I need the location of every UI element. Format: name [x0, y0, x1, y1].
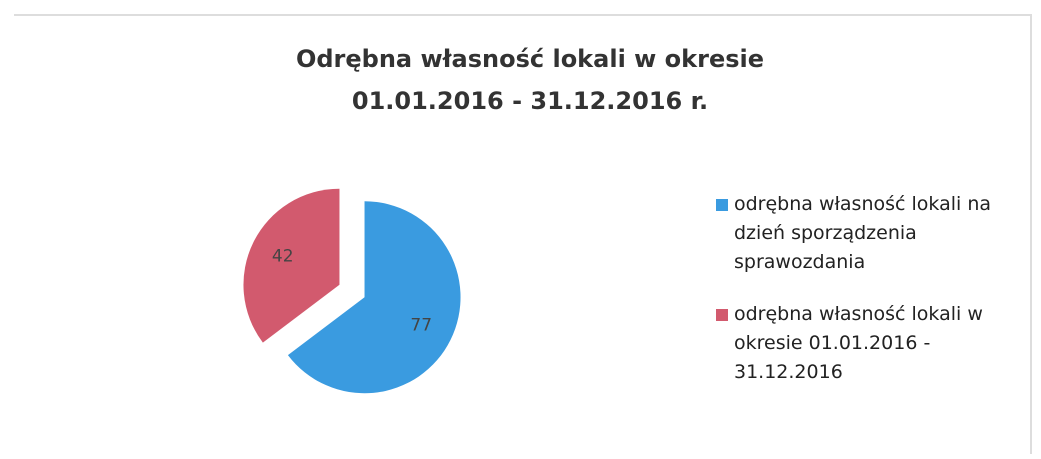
pie-slice — [287, 201, 461, 394]
pie-slice — [243, 188, 340, 343]
data-label: 42 — [272, 247, 294, 267]
legend-swatch — [716, 309, 728, 321]
legend-label: odrębna własność lokali w okresie 01.01.… — [734, 303, 983, 383]
legend-label: odrębna własność lokali na dzień sporząd… — [734, 193, 992, 273]
legend-entry: odrębna własność lokali w okresie 01.01.… — [716, 300, 1041, 387]
legend-swatch — [716, 199, 728, 211]
data-label: 77 — [410, 315, 432, 335]
chart-title: Odrębna własność lokali w okresie 01.01.… — [295, 45, 765, 115]
frame — [14, 14, 1032, 454]
legend-entry: odrębna własność lokali na dzień sporząd… — [716, 190, 1041, 277]
